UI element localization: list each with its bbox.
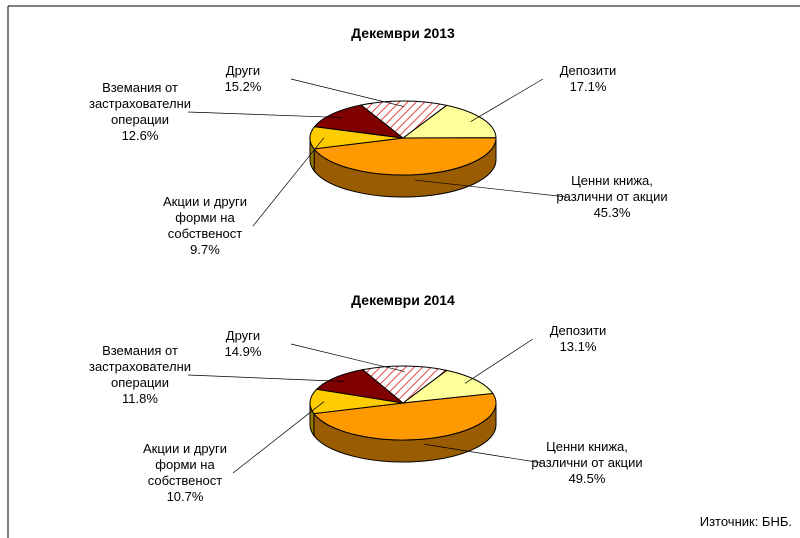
- slice-value-label: 11.8%: [122, 391, 158, 406]
- slice-label: Други: [226, 63, 260, 78]
- pie-slice: [312, 392, 497, 441]
- slice-value-label: 10.7%: [167, 489, 204, 504]
- chart-title: Декември 2014: [351, 292, 455, 308]
- leader-line: [414, 179, 568, 198]
- slice-label: Акции и други форми на собственост: [163, 194, 247, 241]
- slice-value-label: 9.7%: [190, 242, 220, 257]
- pie-slice: [359, 100, 448, 139]
- source: Източник: БНБ.: [700, 514, 792, 529]
- slice-label: Други: [226, 328, 260, 343]
- slice-label: Акции и други форми на собственост: [143, 441, 227, 488]
- slice-label: Депозити: [550, 323, 607, 338]
- pie-slice: [401, 104, 497, 139]
- pie-slice: [315, 369, 405, 404]
- pie-slice: [361, 365, 448, 404]
- leader-line: [290, 343, 405, 372]
- chart-title: Декември 2013: [351, 25, 455, 41]
- leader-line: [470, 78, 544, 123]
- slice-label: Депозити: [560, 63, 617, 78]
- slice-value-label: 15.2%: [225, 79, 262, 94]
- slice-value-label: 49.5%: [569, 471, 606, 486]
- slice-value-label: 14.9%: [225, 344, 262, 359]
- leader-line: [424, 443, 543, 464]
- slice-label: Ценни книжа, различни от акции: [531, 439, 642, 470]
- leader-line: [290, 78, 404, 107]
- leader-line: [464, 338, 534, 384]
- slice-value-label: 13.1%: [560, 339, 597, 354]
- pie-slice: [313, 104, 405, 139]
- slice-value-label: 12.6%: [122, 128, 159, 143]
- slice-label: Вземания от застрахователни операции: [89, 80, 191, 127]
- leader-line: [187, 374, 346, 382]
- slice-value-label: 17.1%: [570, 79, 607, 94]
- slice-label: Ценни книжа, различни от акции: [556, 173, 667, 204]
- slice-value-label: 45.3%: [594, 205, 631, 220]
- leader-line: [252, 137, 325, 227]
- leader-line: [232, 401, 325, 474]
- pie-slice: [401, 369, 494, 404]
- slice-label: Вземания от застрахователни операции: [89, 343, 191, 390]
- leader-line: [187, 111, 343, 118]
- pie-slice: [313, 137, 497, 176]
